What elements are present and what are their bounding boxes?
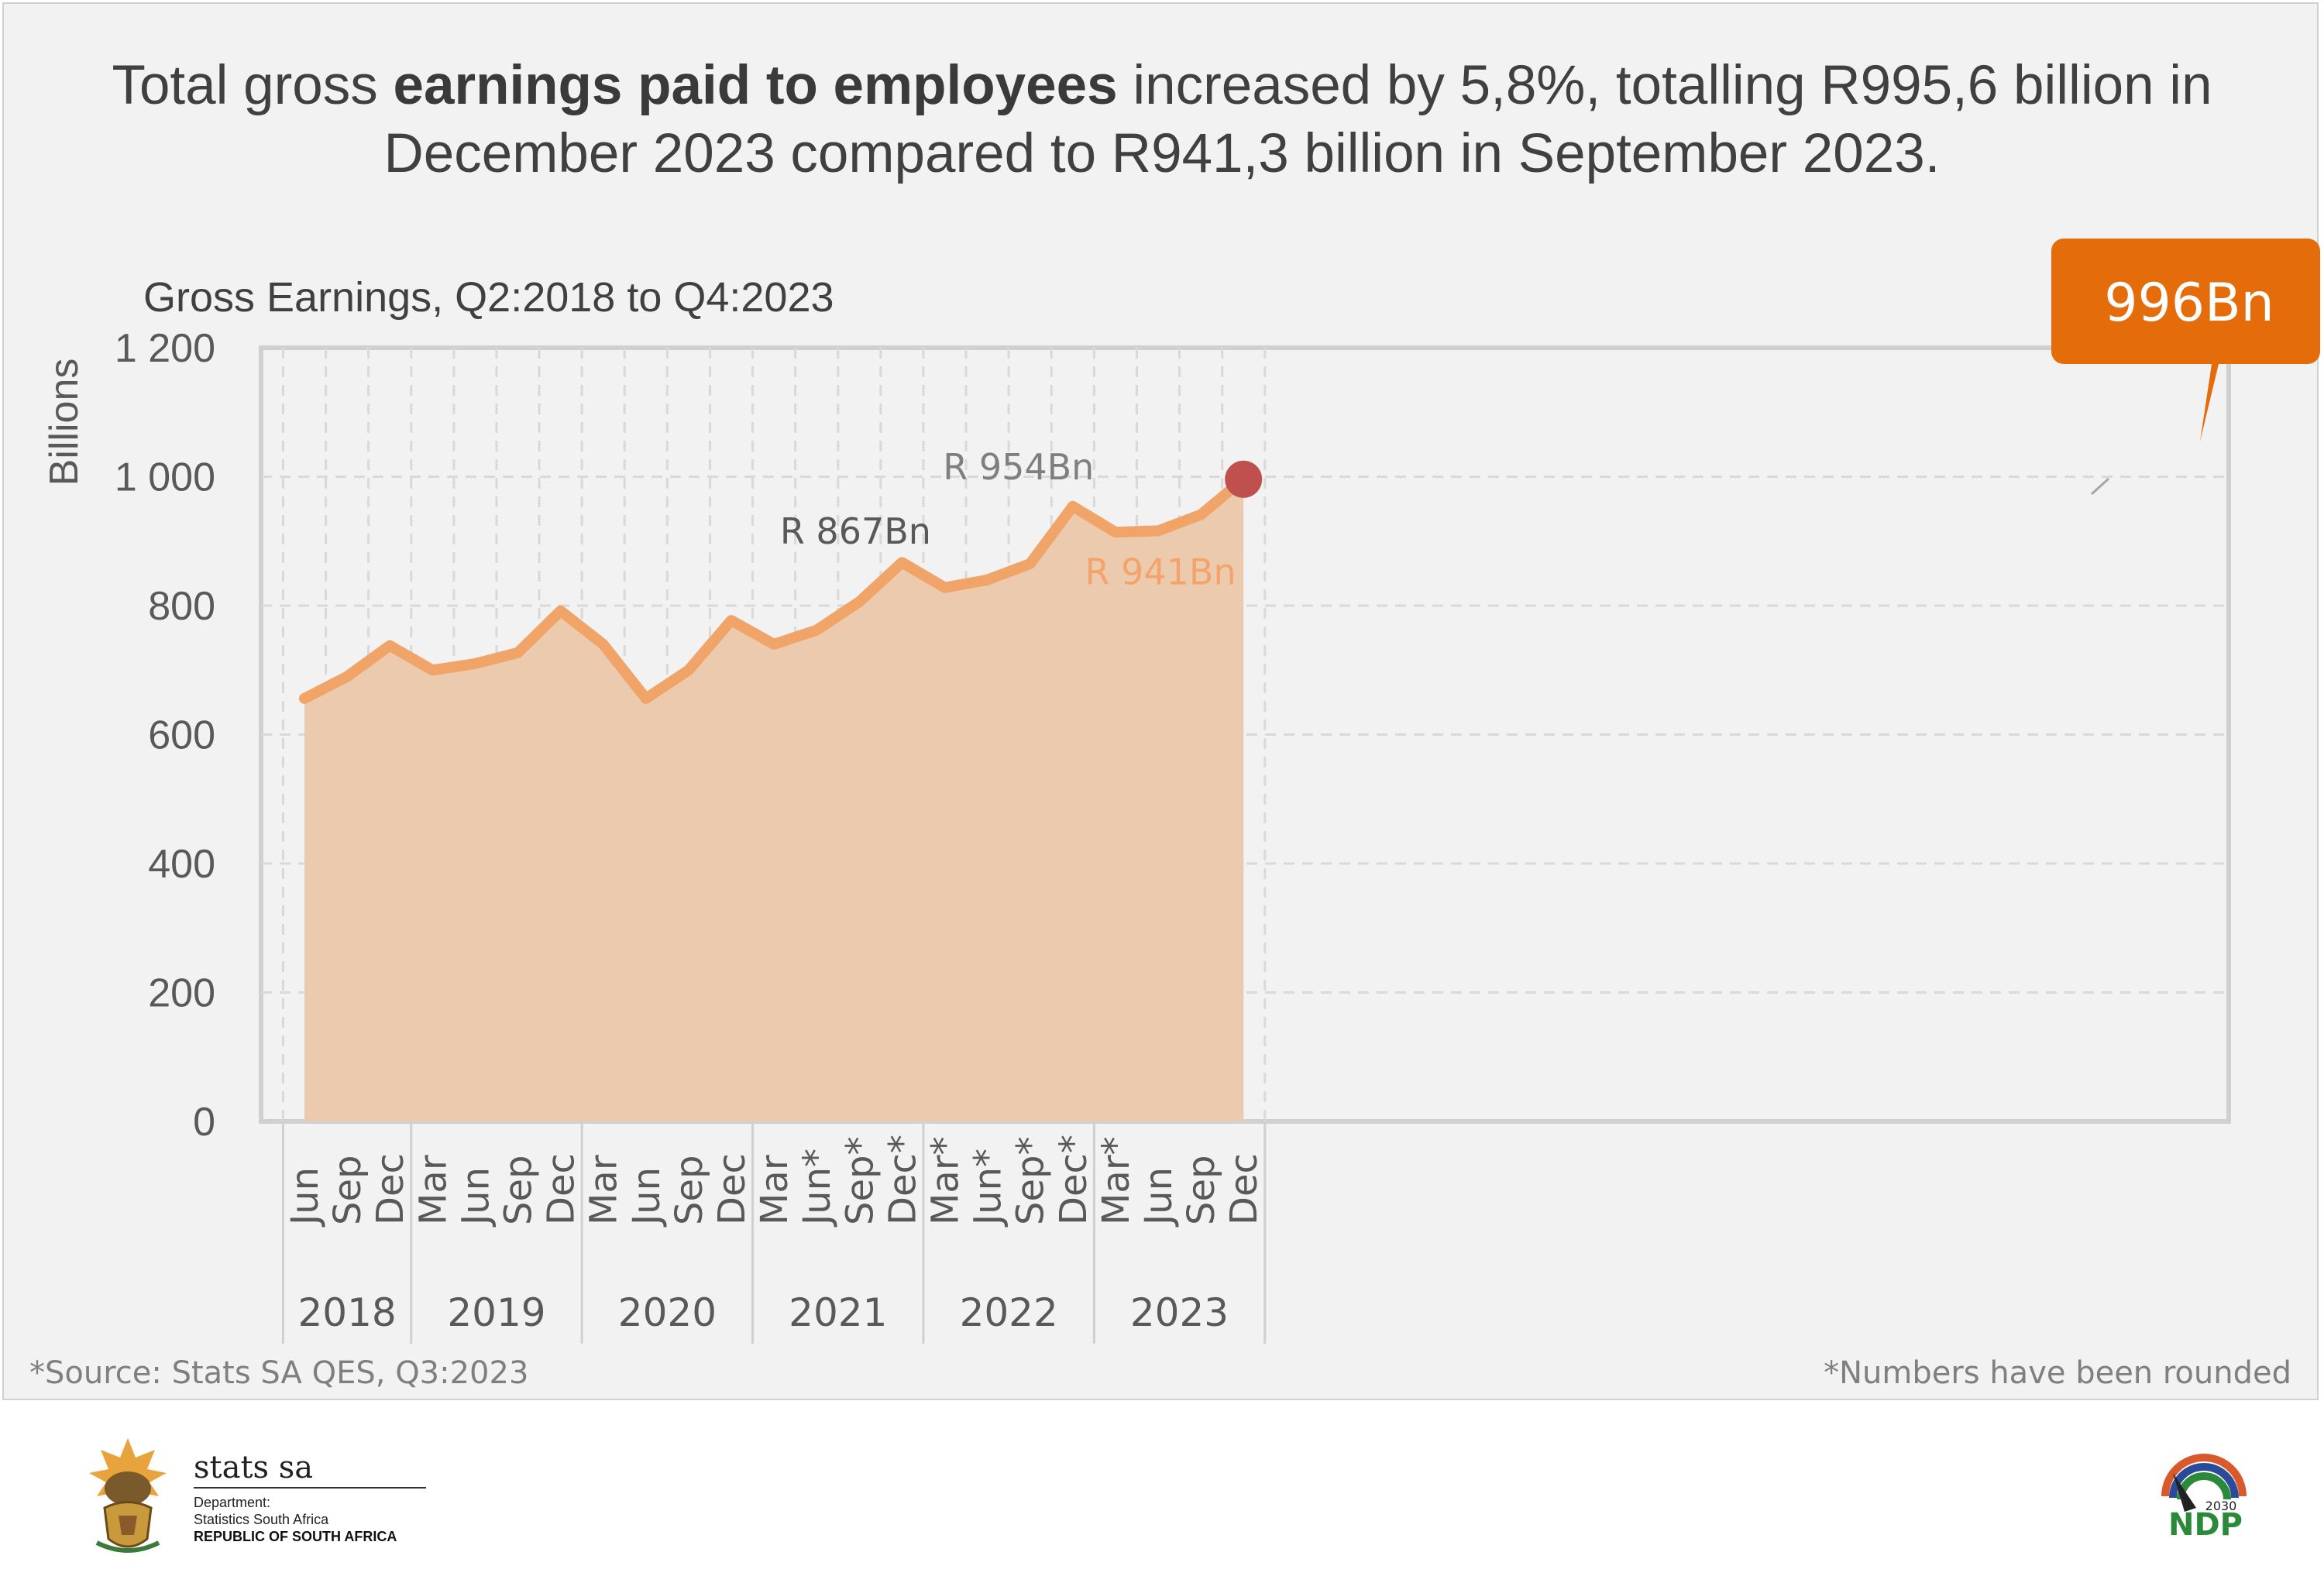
area-fill (304, 479, 1244, 1121)
grid-lines (261, 348, 2229, 1121)
year-label: 2018 (297, 1290, 396, 1335)
y-tick-label: 1 200 (115, 326, 215, 371)
x-category-label: Sep* (1009, 1137, 1053, 1225)
y-tick-label: 1 000 (115, 455, 215, 500)
year-label: 2021 (789, 1290, 887, 1335)
x-category-label: Dec (710, 1153, 754, 1225)
x-category-label: Sep (326, 1155, 370, 1225)
callout-bubble (2051, 239, 2320, 441)
x-category-label: Dec (369, 1153, 412, 1225)
brand-title: stats sa (194, 1450, 314, 1485)
x-category-label: Dec (540, 1153, 583, 1225)
x-category-label: Dec* (1052, 1135, 1095, 1225)
rounding-note: *Numbers have been rounded (1824, 1355, 2291, 1391)
coat-of-arms-logo (89, 1438, 167, 1553)
year-label: 2019 (447, 1290, 545, 1335)
headline-post: increased by 5,8%, totalling R995,6 bill… (383, 55, 2212, 184)
svg-text:NDP: NDP (2168, 1507, 2243, 1543)
x-category-label: Jun (1137, 1167, 1181, 1228)
x-category-labels: Jun Sep Dec Mar Jun Sep Dec Mar Jun Sep Dec Mar Jun*… (284, 1135, 1266, 1228)
latest-value-marker (1225, 460, 1263, 498)
data-annotation: R 954Bn (943, 446, 1094, 488)
x-category-label: Mar (753, 1155, 796, 1225)
x-category-label: Sep (1180, 1155, 1223, 1225)
y-tick-label: 600 (148, 713, 215, 758)
brand-name: Statistics South Africa (194, 1512, 329, 1527)
x-category-label: Jun* (967, 1149, 1010, 1228)
x-category-label: Mar (411, 1155, 455, 1225)
source-note: *Source: Stats SA QES, Q3:2023 (29, 1355, 528, 1391)
brand-department: Department: (194, 1495, 271, 1510)
x-category-label: Dec* (881, 1135, 924, 1225)
data-annotation: R 941Bn (1085, 551, 1236, 593)
data-annotation: R 867Bn (780, 510, 931, 552)
y-tick-label: 0 (193, 1100, 215, 1145)
footer: stats sa Department: Statistics South Af… (0, 1403, 2324, 1583)
y-tick-label: 800 (148, 584, 215, 629)
x-category-label: Jun (284, 1167, 327, 1228)
x-category-label: Jun (454, 1167, 497, 1228)
data-annotations: R 867Bn R 954Bn R 941Bn (780, 446, 1236, 593)
svg-text:2030: 2030 (2205, 1499, 2237, 1513)
y-tick-label: 200 (148, 971, 215, 1016)
year-separators: 2018 2019 2020 2021 2022 2023 (281, 1121, 1267, 1344)
headline-pre: Total gross (112, 55, 394, 116)
x-category-label: Sep (497, 1155, 541, 1225)
y-tick-labels: 0 200 400 600 800 1 000 1 200 (115, 326, 215, 1145)
brand-country: REPUBLIC OF SOUTH AFRICA (194, 1529, 397, 1544)
gross-earnings-chart: Gross Earnings, Q2:2018 to Q4:2023 Billi… (29, 239, 2320, 1391)
year-label: 2022 (960, 1290, 1058, 1335)
headline-bold: earnings paid to employees (393, 55, 1118, 116)
brand-rule (194, 1487, 426, 1489)
x-category-label: Dec (1222, 1153, 1266, 1225)
y-tick-label: 400 (148, 842, 215, 887)
x-category-label: Sep (668, 1155, 711, 1225)
ndp-logo: 2030 NDP (2161, 1454, 2247, 1543)
y-axis-label: Billions (42, 359, 87, 486)
x-category-label: Jun* (796, 1149, 839, 1228)
callout-value: 996Bn (2104, 273, 2274, 334)
x-category-label: Jun (625, 1167, 669, 1228)
series-line (299, 473, 1250, 704)
x-category-label: Sep* (838, 1137, 882, 1225)
year-label: 2023 (1130, 1290, 1229, 1335)
x-category-label: Mar* (924, 1136, 968, 1225)
headline: Total gross earnings paid to employees i… (50, 52, 2274, 188)
year-label: 2020 (618, 1290, 717, 1335)
chart-title: Gross Earnings, Q2:2018 to Q4:2023 (143, 274, 834, 321)
annotation-leader (2090, 477, 2110, 496)
x-category-label: Mar* (1095, 1136, 1138, 1225)
x-category-label: Mar (583, 1155, 626, 1225)
